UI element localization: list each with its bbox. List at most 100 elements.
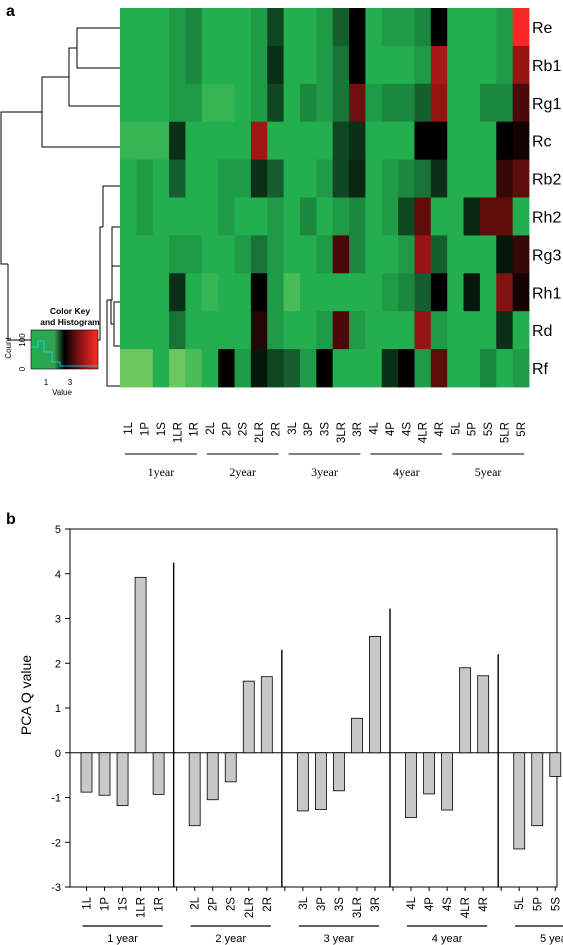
color-key-histogram bbox=[31, 340, 98, 367]
heatmap-cell-re-1p bbox=[136, 8, 154, 47]
heatmap-cell-rh2-4p bbox=[381, 197, 399, 236]
y-tick-label: -2 bbox=[51, 837, 61, 849]
heatmap-cell-rd-4l bbox=[365, 311, 383, 350]
heatmap-row-label: Rg3 bbox=[532, 247, 561, 264]
heatmap-cell-rc-1s bbox=[152, 121, 170, 160]
heatmap-cell-rd-5p bbox=[463, 311, 481, 350]
heatmap-cell-rh2-4lr bbox=[414, 197, 432, 236]
heatmap-cell-rg3-3r bbox=[349, 235, 366, 274]
heatmap-cell-rc-2lr bbox=[250, 121, 268, 160]
group-label: 2 year bbox=[215, 933, 246, 945]
heatmap-cell-rb2-2l bbox=[201, 159, 219, 198]
group-label: 4 year bbox=[432, 933, 463, 945]
heatmap-cell-rh1-1s bbox=[152, 273, 170, 312]
panel-b-label: b bbox=[6, 511, 16, 528]
heatmap-cell-re-5lr bbox=[496, 8, 514, 47]
heatmap-cell-rb1-5r bbox=[512, 45, 530, 85]
bar-5p bbox=[531, 752, 544, 827]
heatmap-cell-rf-1s bbox=[152, 349, 170, 388]
bar-chart-y-axis: -3 -2 -1 0 1 2 3 4 5 bbox=[51, 524, 70, 894]
x-tick-label: 3P bbox=[316, 897, 328, 911]
heatmap-cell-rg1-5s bbox=[479, 83, 497, 123]
heatmap-cell-rc-5r bbox=[512, 121, 530, 160]
heatmap-cell-rc-5lr bbox=[496, 121, 514, 160]
heatmap-cell-rh1-3s bbox=[316, 273, 334, 312]
bar-1s bbox=[116, 752, 129, 806]
x-tick-label: 2S bbox=[226, 897, 238, 911]
heatmap-cell-rd-5l bbox=[447, 311, 464, 350]
heatmap-column-label: 4LR bbox=[418, 422, 430, 443]
heatmap-cell-rh2-4s bbox=[398, 197, 415, 236]
y-tick-label: -3 bbox=[51, 882, 61, 894]
heatmap-column-label: 2R bbox=[270, 422, 282, 437]
heatmap-cell-rb2-1p bbox=[136, 159, 154, 198]
heatmap-column-label: 5P bbox=[467, 422, 479, 436]
heatmap-cell-rb2-5lr bbox=[496, 159, 514, 198]
heatmap-cell-rb1-5s bbox=[479, 45, 497, 85]
heatmap-cell-rg1-3p bbox=[299, 83, 317, 123]
heatmap-cell-rg3-5s bbox=[479, 235, 497, 274]
heatmap-cell-rh1-4s bbox=[398, 273, 415, 312]
heatmap-cell-rb1-4s bbox=[398, 45, 415, 85]
heatmap-cell-rf-4l bbox=[365, 349, 383, 388]
heatmap-column-label: 5L bbox=[450, 421, 462, 434]
heatmap-column-labels: 1L 1P 1S 1LR 1R 2L 2P 2S 2LR 2R 3L 3P 3S 3LR 3R 4L 4P 4S 4… bbox=[123, 421, 528, 443]
heatmap-cell-rg3-5r bbox=[512, 235, 530, 274]
heatmap-cell-rc-2r bbox=[267, 121, 284, 160]
x-tick-label: 1P bbox=[100, 897, 112, 911]
heatmap-cell-rh1-2p bbox=[218, 273, 235, 312]
y-tick-label: 0 bbox=[55, 748, 61, 760]
heatmap-cell-rf-2lr bbox=[250, 349, 268, 388]
heatmap-cell-rb2-4p bbox=[381, 159, 399, 198]
heatmap-cell-rb2-2r bbox=[267, 159, 284, 198]
heatmap-cell-rg1-4s bbox=[398, 83, 415, 123]
heatmap-cell-rg3-5lr bbox=[496, 235, 514, 274]
heatmap-cell-rh1-5lr bbox=[496, 273, 514, 312]
heatmap-cell-rc-1lr bbox=[169, 121, 186, 160]
bar-3r bbox=[369, 636, 381, 754]
group-label: 5 year bbox=[540, 933, 563, 945]
heatmap-cell-re-2p bbox=[218, 8, 235, 47]
heatmap-cell-re-4l bbox=[365, 8, 383, 47]
dendrogram-branch-rh1-rd-join bbox=[110, 300, 114, 325]
heatmap-cell-rh2-3l bbox=[283, 197, 301, 236]
heatmap-cell-rf-4r bbox=[430, 349, 448, 388]
bar-2r bbox=[260, 676, 273, 754]
heatmap-cell-rg3-2r bbox=[267, 235, 284, 274]
heatmap-column-label: 2LR bbox=[254, 422, 266, 443]
heatmap-cell-rd-1s bbox=[152, 311, 170, 350]
heatmap-cell-rg1-1lr bbox=[169, 83, 186, 123]
x-tick-label: 4P bbox=[424, 897, 436, 911]
heatmap-group-label: 5year bbox=[475, 465, 502, 479]
heatmap-cell-rf-5s bbox=[479, 349, 497, 388]
heatmap-cell-rh2-5lr bbox=[496, 197, 514, 236]
heatmap-cell-re-3l bbox=[283, 8, 301, 47]
heatmap-cell-rd-1lr bbox=[169, 311, 186, 350]
color-key-xtick-1: 1 bbox=[44, 378, 49, 387]
color-key-xtick-3: 3 bbox=[68, 378, 73, 387]
bar-1lr bbox=[134, 576, 147, 754]
heatmap-cell-rh1-2l bbox=[201, 273, 219, 312]
heatmap-cell-re-5l bbox=[447, 8, 464, 47]
heatmap-cell-rg3-2s bbox=[234, 235, 252, 274]
dendrogram-branch-bottom-cluster bbox=[106, 300, 120, 387]
x-tick-label: 5S bbox=[550, 897, 562, 911]
heatmap-column-label: 2P bbox=[221, 422, 233, 436]
heatmap-cell-rb2-5r bbox=[512, 159, 530, 198]
heatmap-row-labels: Re Rb1 Rg1 Rc Rb2 Rh2 Rg3 Rh1 Rd Rf bbox=[532, 20, 561, 378]
heatmap-cell-rg1-4lr bbox=[414, 83, 432, 123]
heatmap bbox=[120, 8, 530, 388]
heatmap-cell-rc-3p bbox=[299, 121, 317, 160]
heatmap-cell-re-5p bbox=[463, 8, 481, 47]
heatmap-cell-rd-2s bbox=[234, 311, 252, 350]
heatmap-cell-rg3-1r bbox=[185, 235, 203, 274]
heatmap-cell-rc-3lr bbox=[332, 121, 350, 160]
bar-2lr bbox=[242, 680, 255, 754]
heatmap-cell-re-2s bbox=[234, 8, 252, 47]
heatmap-column-label: 4S bbox=[401, 422, 413, 436]
heatmap-cell-rb2-3p bbox=[299, 159, 317, 198]
heatmap-cell-rh2-3p bbox=[299, 197, 317, 236]
color-key: Color Key and Histogram Count 0 100 1 3 … bbox=[4, 306, 100, 397]
bar-2p bbox=[206, 752, 219, 801]
